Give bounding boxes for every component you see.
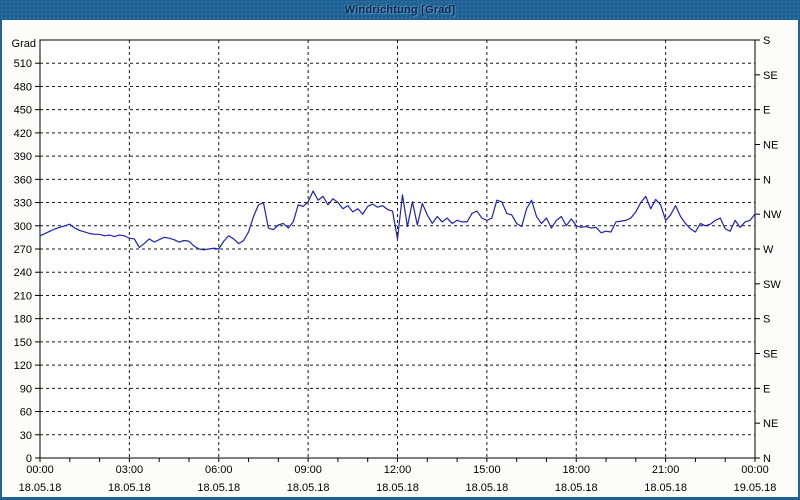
y-left-tick-label: 510 <box>14 58 32 70</box>
x-time-label: 03:00 <box>116 464 144 476</box>
x-time-label: 00:00 <box>741 464 769 476</box>
compass-tick-label: E <box>763 105 770 117</box>
x-time-label: 21:00 <box>652 464 680 476</box>
compass-tick-label: N <box>763 453 771 465</box>
x-time-label: 00:00 <box>26 464 54 476</box>
y-left-tick-label: 0 <box>26 453 32 465</box>
x-date-label: 18.05.18 <box>376 482 419 494</box>
x-time-label: 15:00 <box>473 464 501 476</box>
compass-tick-label: W <box>763 244 774 256</box>
compass-tick-label: SE <box>763 70 778 82</box>
x-date-label: 18.05.18 <box>197 482 240 494</box>
y-left-tick-label: 210 <box>14 290 32 302</box>
y-axis-unit-label: Grad <box>12 38 36 50</box>
compass-tick-label: SW <box>763 279 781 291</box>
y-left-tick-label: 240 <box>14 267 32 279</box>
compass-tick-label: NE <box>763 418 778 430</box>
x-date-label: 18.05.18 <box>555 482 598 494</box>
y-left-tick-label: 450 <box>14 105 32 117</box>
compass-tick-label: NE <box>763 140 778 152</box>
x-time-label: 12:00 <box>384 464 412 476</box>
y-left-tick-label: 60 <box>20 407 32 419</box>
x-date-label: 18.05.18 <box>644 482 687 494</box>
y-left-tick-label: 420 <box>14 128 32 140</box>
x-date-label: 18.05.18 <box>19 482 62 494</box>
y-left-tick-label: 360 <box>14 174 32 186</box>
window-title: Windrichtung [Grad] <box>344 4 456 16</box>
y-left-tick-label: 330 <box>14 198 32 210</box>
x-date-label: 18.05.18 <box>465 482 508 494</box>
y-left-tick-label: 480 <box>14 81 32 93</box>
y-left-tick-label: 90 <box>20 383 32 395</box>
x-date-label: 18.05.18 <box>287 482 330 494</box>
wind-direction-line <box>39 190 756 251</box>
y-left-tick-label: 150 <box>14 337 32 349</box>
compass-tick-label: SE <box>763 349 778 361</box>
x-date-label: 19.05.18 <box>734 482 777 494</box>
compass-tick-label: E <box>763 383 770 395</box>
x-time-label: 06:00 <box>205 464 233 476</box>
x-time-label: 18:00 <box>562 464 590 476</box>
compass-tick-label: S <box>763 35 770 47</box>
x-time-label: 09:00 <box>294 464 322 476</box>
compass-tick-label: N <box>763 174 771 186</box>
compass-tick-label: S <box>763 314 770 326</box>
x-date-label: 18.05.18 <box>108 482 151 494</box>
y-left-tick-label: 30 <box>20 430 32 442</box>
compass-tick-label: NW <box>763 209 782 221</box>
y-left-tick-label: 180 <box>14 314 32 326</box>
wind-direction-chart: 0 30 60 90 120 150 180 210 240 270 300 330 360 390 420… <box>12 35 782 494</box>
y-left-tick-label: 300 <box>14 221 32 233</box>
y-left-tick-label: 270 <box>14 244 32 256</box>
y-left-tick-label: 390 <box>14 151 32 163</box>
y-left-tick-label: 120 <box>14 360 32 372</box>
title-bar: Windrichtung [Grad] <box>0 0 800 20</box>
